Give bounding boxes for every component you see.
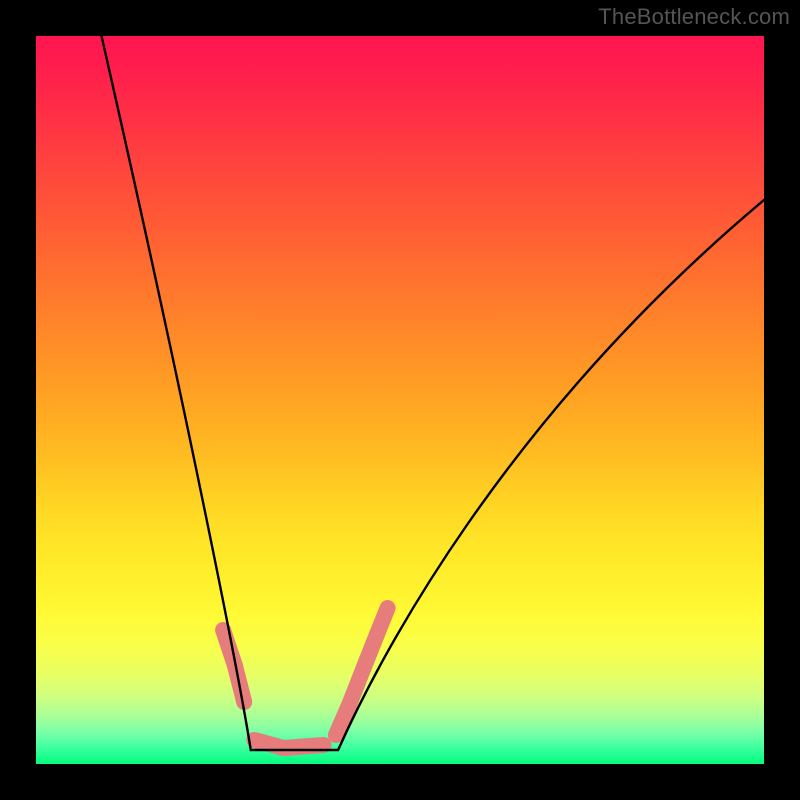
right-frame-mask [764, 0, 800, 800]
gradient-background [36, 36, 764, 764]
bottleneck-chart [0, 0, 800, 800]
chart-stage: TheBottleneck.com [0, 0, 800, 800]
